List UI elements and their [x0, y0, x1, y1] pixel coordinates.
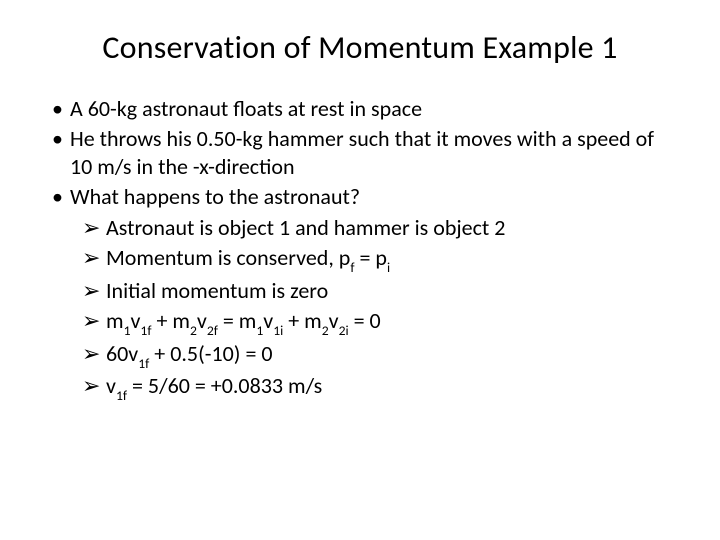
- text-run: Momentum is conserved, p: [106, 244, 350, 271]
- dot-icon: •: [52, 95, 70, 123]
- text-run: v: [263, 307, 273, 334]
- bullet-text: What happens to the astronaut?: [70, 183, 668, 211]
- slide-title: Conservation of Momentum Example 1: [52, 28, 668, 67]
- arrow-icon: ➢: [82, 244, 106, 275]
- bullet-level2: ➢ Astronaut is object 1 and hammer is ob…: [52, 214, 668, 242]
- subscript: 1: [124, 322, 131, 339]
- bullet-text: Astronaut is object 1 and hammer is obje…: [106, 214, 668, 242]
- bullet-text: Initial momentum is zero: [106, 277, 668, 305]
- text-run: = m: [218, 307, 256, 334]
- subscript: 2: [190, 322, 197, 339]
- text-run: v: [106, 372, 116, 399]
- bullet-level2: ➢ Initial momentum is zero: [52, 277, 668, 305]
- text-run: + m: [283, 307, 321, 334]
- bullet-level2: ➢ v1f = 5/60 = +0.0833 m/s: [52, 372, 668, 403]
- bullet-text: v1f = 5/60 = +0.0833 m/s: [106, 372, 668, 403]
- bullet-level1: • A 60-kg astronaut floats at rest in sp…: [52, 95, 668, 123]
- arrow-icon: ➢: [82, 372, 106, 403]
- subscript: f: [350, 259, 354, 276]
- arrow-icon: ➢: [82, 340, 106, 371]
- text-run: m: [106, 307, 124, 334]
- subscript: 1f: [138, 355, 149, 372]
- text-run: v: [329, 307, 339, 334]
- subscript: 1: [256, 322, 263, 339]
- bullet-text: He throws his 0.50-kg hammer such that i…: [70, 125, 668, 181]
- slide: Conservation of Momentum Example 1 • A 6…: [0, 0, 720, 540]
- bullet-level1: • He throws his 0.50-kg hammer such that…: [52, 125, 668, 181]
- arrow-icon: ➢: [82, 214, 106, 242]
- bullet-level1: • What happens to the astronaut?: [52, 183, 668, 211]
- bullet-level2: ➢ 60v1f + 0.5(-10) = 0: [52, 340, 668, 371]
- text-run: + 0.5(-10) = 0: [149, 340, 272, 367]
- arrow-icon: ➢: [82, 307, 106, 338]
- bullet-level2: ➢ m1v1f + m2v2f = m1v1i + m2v2i = 0: [52, 307, 668, 338]
- text-run: v: [130, 307, 140, 334]
- subscript: 1f: [116, 387, 127, 404]
- dot-icon: •: [52, 183, 70, 211]
- subscript: 1i: [273, 322, 283, 339]
- bullet-text: A 60-kg astronaut floats at rest in spac…: [70, 95, 668, 123]
- slide-body: • A 60-kg astronaut floats at rest in sp…: [52, 95, 668, 403]
- bullet-text: m1v1f + m2v2f = m1v1i + m2v2i = 0: [106, 307, 668, 338]
- text-run: 60v: [106, 340, 138, 367]
- subscript: 2f: [207, 322, 218, 339]
- text-run: = 0: [349, 307, 381, 334]
- bullet-text: 60v1f + 0.5(-10) = 0: [106, 340, 668, 371]
- text-run: = 5/60 = +0.0833 m/s: [127, 372, 322, 399]
- bullet-level2: ➢ Momentum is conserved, pf = pi: [52, 244, 668, 275]
- text-run: = p: [355, 244, 387, 271]
- subscript: i: [387, 259, 390, 276]
- text-run: v: [197, 307, 207, 334]
- text-run: + m: [152, 307, 190, 334]
- arrow-icon: ➢: [82, 277, 106, 305]
- subscript: 2i: [339, 322, 349, 339]
- bullet-text: Momentum is conserved, pf = pi: [106, 244, 668, 275]
- subscript: 2: [322, 322, 329, 339]
- subscript: 1f: [140, 322, 151, 339]
- dot-icon: •: [52, 125, 70, 181]
